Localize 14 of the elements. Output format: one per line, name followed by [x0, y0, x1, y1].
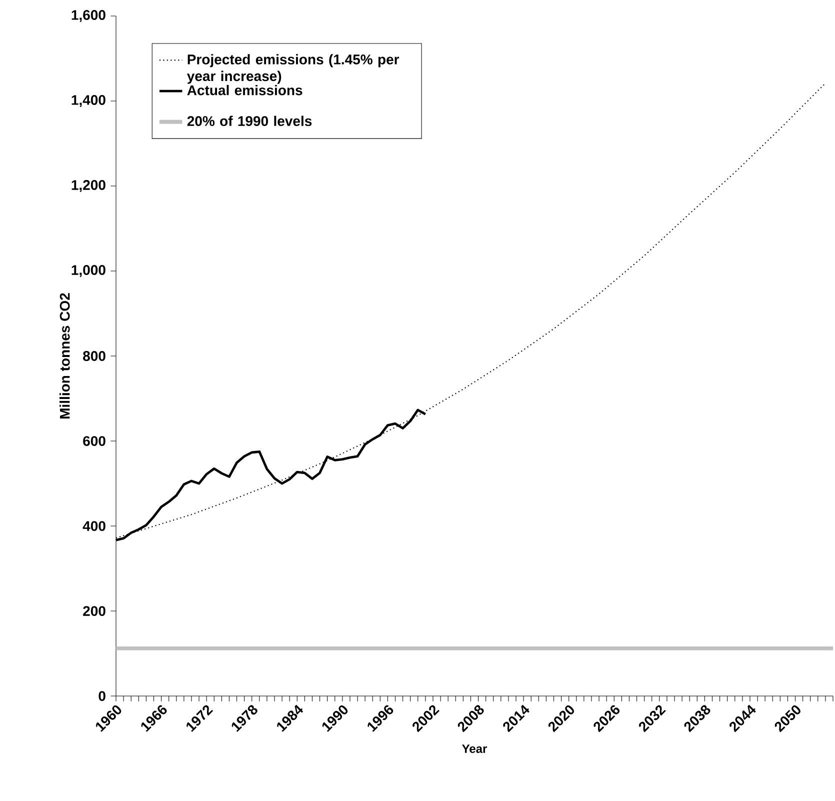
y-tick-label: 1,000: [72, 265, 106, 277]
x-axis-title: Year: [462, 744, 487, 753]
legend-label: 20% of 1990 levels: [187, 116, 312, 126]
y-tick-label: 1,200: [72, 180, 106, 192]
y-tick-label: 1,600: [72, 10, 106, 22]
y-axis-title: Million tonnes CO2: [59, 293, 70, 418]
y-tick-label: 400: [82, 521, 106, 531]
y-tick-label: 600: [83, 436, 106, 446]
y-tick-label: 200: [83, 606, 106, 616]
legend-label: Projected emissions (1.45% per year increase): [186, 54, 400, 84]
legend-label: Actual emissions: [187, 84, 302, 96]
y-tick-label: 0: [98, 691, 106, 701]
y-tick-label: 1,400: [72, 95, 106, 107]
y-tick-label: 800: [83, 351, 106, 361]
